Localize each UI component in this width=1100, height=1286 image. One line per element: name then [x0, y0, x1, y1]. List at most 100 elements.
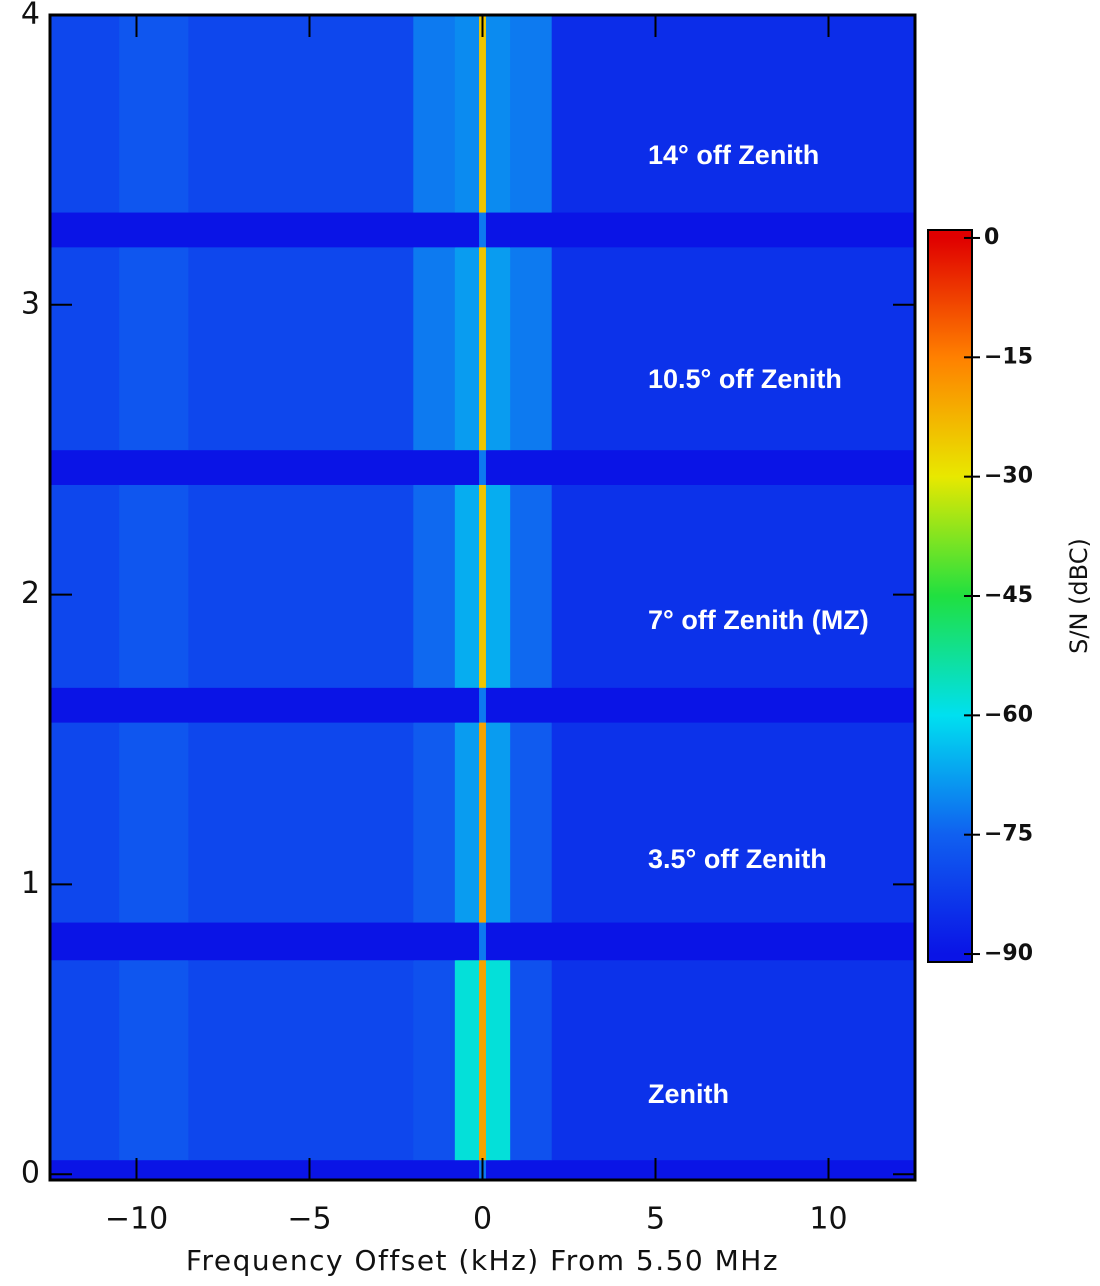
heatmap-cell	[454, 687, 480, 723]
heatmap-cell	[551, 1159, 916, 1181]
heatmap-cell	[485, 449, 511, 485]
heatmap-cell	[485, 722, 511, 923]
annotation: 3.5° off Zenith	[648, 844, 827, 874]
heatmap-cell	[50, 722, 120, 923]
heatmap-cell	[413, 15, 456, 213]
heatmap-cell	[479, 246, 487, 451]
heatmap-cell	[119, 484, 189, 688]
heatmap-cell	[510, 922, 553, 961]
heatmap-cell	[50, 1159, 120, 1181]
heatmap-cell	[188, 246, 414, 451]
y-tick-label: 0	[21, 1156, 40, 1191]
heatmap-cell	[413, 959, 456, 1161]
heatmap-cell	[119, 687, 189, 723]
heatmap-cell	[479, 212, 487, 248]
colorbar-tick-label: −45	[984, 583, 1033, 608]
heatmap-cell	[119, 449, 189, 485]
x-tick-label: 10	[809, 1202, 847, 1237]
heatmap-cell	[50, 959, 120, 1161]
heatmap-cell	[50, 212, 120, 248]
heatmap-cell	[413, 922, 456, 961]
y-tick-label: 1	[21, 866, 40, 901]
colorbar-tick-label: 0	[984, 225, 999, 250]
heatmap-cell	[188, 212, 414, 248]
heatmap-cell	[485, 246, 511, 451]
heatmap-cell	[510, 1159, 553, 1181]
heatmap-cell	[454, 722, 480, 923]
heatmap-cell	[510, 722, 553, 923]
x-tick-label: 0	[473, 1202, 492, 1237]
heatmap-cell	[119, 212, 189, 248]
heatmap-cell	[479, 449, 487, 485]
heatmap-cell	[188, 687, 414, 723]
heatmap-cell	[188, 449, 414, 485]
y-tick-label: 3	[21, 286, 40, 321]
heatmap-cell	[551, 687, 916, 723]
heatmap-cell	[485, 687, 511, 723]
heatmap-cell	[188, 959, 414, 1161]
x-tick-label: 5	[646, 1202, 665, 1237]
heatmap-cell	[454, 246, 480, 451]
colorbar-tick-label: −90	[984, 941, 1033, 966]
heatmap-cell	[510, 15, 553, 213]
heatmap-cell	[485, 959, 511, 1161]
heatmap-cell	[119, 722, 189, 923]
heatmap-cell	[50, 922, 120, 961]
heatmap-cell	[188, 15, 414, 213]
colorbar-tick-label: −30	[984, 464, 1033, 489]
x-axis-label: Frequency Offset (kHz) From 5.50 MHz	[186, 1244, 779, 1277]
y-tick-label: 4	[21, 0, 40, 32]
heatmap-cell	[50, 15, 120, 213]
x-tick-label: −10	[105, 1202, 168, 1237]
annotation: Zenith	[648, 1079, 729, 1109]
heatmap-cell	[485, 922, 511, 961]
heatmap-cell	[413, 1159, 456, 1181]
heatmap-cell	[413, 722, 456, 923]
heatmap-cell	[479, 15, 487, 213]
heatmap-cell	[485, 1159, 511, 1181]
heatmap-cell	[188, 922, 414, 961]
heatmap-cell	[50, 246, 120, 451]
annotation: 10.5° off Zenith	[648, 364, 842, 394]
heatmap-cell	[479, 484, 487, 688]
heatmap-cell	[485, 15, 511, 213]
heatmap-cell	[551, 449, 916, 485]
heatmap-cell	[454, 212, 480, 248]
colorbar-label: S/N (dBC)	[1065, 538, 1093, 654]
heatmap-cell	[454, 959, 480, 1161]
heatmap-cell	[413, 687, 456, 723]
heatmap-cell	[551, 246, 916, 451]
heatmap-cell	[551, 212, 916, 248]
heatmap-cell	[188, 484, 414, 688]
heatmap-cell	[479, 687, 487, 723]
heatmap-cell	[479, 722, 487, 923]
heatmap-cell	[454, 449, 480, 485]
heatmap-cell	[551, 922, 916, 961]
y-tick-label: 2	[21, 576, 40, 611]
heatmap-cell	[50, 687, 120, 723]
heatmap-cell	[510, 959, 553, 1161]
heatmap-cell	[119, 922, 189, 961]
heatmap-cell	[188, 1159, 414, 1181]
heatmap-cell	[510, 212, 553, 248]
heatmap-cell	[50, 484, 120, 688]
annotation: 7° off Zenith (MZ)	[648, 605, 869, 635]
heatmap-cell	[551, 15, 916, 213]
heatmap-cell	[510, 449, 553, 485]
heatmap-cell	[119, 1159, 189, 1181]
x-tick-label: −5	[287, 1202, 331, 1237]
heatmap-cell	[454, 484, 480, 688]
heatmap-cell	[188, 722, 414, 923]
heatmap-cell	[119, 959, 189, 1161]
heatmap-cell	[50, 449, 120, 485]
heatmap-cell	[119, 15, 189, 213]
heatmap-cell	[510, 484, 553, 688]
heatmap-cell	[479, 959, 487, 1161]
heatmap-cell	[485, 212, 511, 248]
heatmap-cell	[551, 484, 916, 688]
heatmap-cell	[413, 212, 456, 248]
heatmap-cell	[479, 922, 487, 961]
heatmap-cell	[454, 922, 480, 961]
heatmap-cell	[413, 246, 456, 451]
